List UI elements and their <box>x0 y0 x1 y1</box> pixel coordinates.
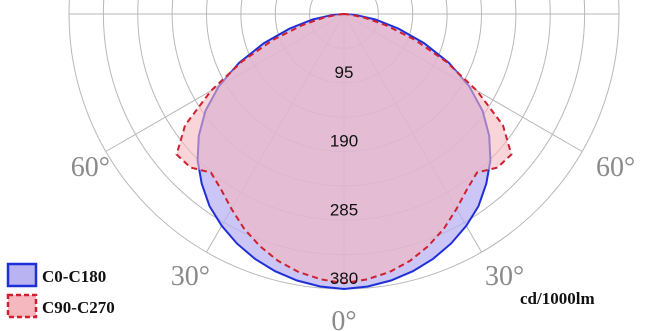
angle-label-1: 30° <box>171 261 210 292</box>
ring-label-285: 285 <box>330 200 358 219</box>
ring-label-95: 95 <box>335 63 354 82</box>
angle-label-4: 60° <box>596 152 635 183</box>
ring-label-380: 380 <box>330 269 358 288</box>
ring-label-190: 190 <box>330 132 358 151</box>
ring-labels: 95 190 285 380 <box>330 63 358 288</box>
legend-swatch-c0-c180 <box>6 262 38 288</box>
series-layer <box>175 12 513 291</box>
legend-label-c90-c270: C90-C270 <box>42 298 115 317</box>
legend-label-c0-c180: C0-C180 <box>42 267 106 286</box>
legend: C0-C180 C90-C270 <box>6 262 115 319</box>
angle-label-3: 30° <box>485 261 524 292</box>
unit-label: cd/1000lm <box>520 289 595 308</box>
series-c90-c270-curve <box>175 12 513 285</box>
angle-label-0: 0° <box>331 306 356 331</box>
angle-label-2: 60° <box>71 152 110 183</box>
angle-labels: 0° 30° 60° 30° 60° <box>71 152 635 331</box>
legend-swatch-c90-c270 <box>6 293 38 319</box>
